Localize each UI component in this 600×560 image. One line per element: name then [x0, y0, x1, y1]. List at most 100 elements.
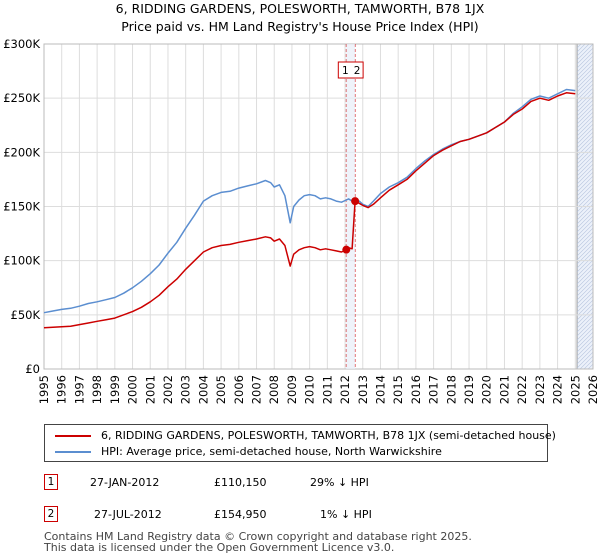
transaction-price: £110,150	[214, 476, 267, 489]
forecast-hatch	[577, 171, 593, 189]
forecast-hatch	[577, 267, 593, 285]
forecast-hatch	[577, 131, 593, 149]
forecast-hatch	[577, 83, 593, 101]
transaction-date: 27-JAN-2012	[90, 476, 160, 489]
forecast-hatch	[577, 319, 593, 337]
marker-label-box	[337, 61, 364, 79]
forecast-hatch	[577, 179, 593, 197]
forecast-hatch	[577, 44, 582, 49]
x-tick-label: 2003	[179, 375, 193, 404]
x-tick-label: 1997	[72, 375, 86, 404]
footer-license: This data is licensed under the Open Gov…	[44, 541, 395, 554]
forecast-hatch	[577, 331, 593, 349]
sale-point	[342, 245, 351, 254]
legend-label-hpi: HPI: Average price, semi-detached house,…	[101, 445, 442, 458]
x-tick-label: 2005	[214, 375, 228, 404]
forecast-hatch	[577, 123, 593, 141]
marker-label: 2	[354, 65, 361, 77]
legend-swatch-hpi	[55, 451, 91, 453]
forecast-hatch	[577, 95, 593, 113]
forecast-hatch	[577, 291, 593, 309]
forecast-hatch	[577, 107, 593, 125]
forecast-hatch	[577, 163, 593, 181]
chart-title-line2: Price paid vs. HM Land Registry's House …	[121, 19, 479, 34]
x-tick-label: 2011	[320, 375, 334, 404]
chart-title-line1: 6, RIDDING GARDENS, POLESWORTH, TAMWORTH…	[115, 1, 485, 16]
forecast-hatch	[577, 187, 593, 205]
forecast-hatch	[577, 231, 593, 249]
forecast-hatch	[577, 103, 593, 121]
marker-label: 1	[342, 65, 349, 77]
x-tick-label: 2012	[338, 375, 352, 404]
x-tick-label: 1999	[108, 375, 122, 404]
x-tick-label: 2024	[551, 375, 565, 404]
forecast-hatch	[577, 211, 593, 229]
forecast-hatch	[577, 259, 593, 277]
x-tick-label: 2002	[161, 375, 175, 404]
x-tick-label: 2022	[515, 375, 529, 404]
series-line-property	[43, 92, 576, 329]
forecast-hatch	[577, 44, 590, 57]
legend: 6, RIDDING GARDENS, POLESWORTH, TAMWORTH…	[44, 424, 556, 462]
forecast-hatch	[577, 115, 593, 133]
forecast-hatch	[577, 239, 593, 257]
forecast-hatch	[577, 87, 593, 105]
legend-label-property: 6, RIDDING GARDENS, POLESWORTH, TAMWORTH…	[101, 429, 556, 442]
forecast-hatch	[577, 287, 593, 305]
x-tick-label: 2013	[356, 375, 370, 404]
x-tick-label: 2016	[409, 375, 423, 404]
y-tick-label: £150K	[3, 200, 40, 214]
x-tick-label: 2007	[250, 375, 264, 404]
forecast-hatch	[577, 347, 593, 365]
y-tick-label: £300K	[3, 37, 40, 51]
x-tick-label: 2000	[126, 375, 140, 404]
forecast-hatch	[577, 343, 593, 361]
x-tick-label: 2014	[373, 375, 387, 404]
forecast-hatch	[577, 199, 593, 217]
forecast-hatch	[577, 251, 593, 269]
transaction-badge: 1	[44, 474, 58, 490]
forecast-hatch	[577, 295, 593, 313]
forecast-hatch	[577, 207, 593, 225]
forecast-hatch	[577, 91, 593, 109]
forecast-hatch	[577, 219, 593, 237]
transaction-badge: 2	[44, 506, 58, 522]
forecast-hatch	[577, 159, 593, 177]
forecast-hatch	[577, 135, 593, 153]
forecast-hatch	[577, 111, 593, 129]
forecast-hatch	[583, 359, 593, 369]
forecast-hatch	[577, 47, 593, 65]
forecast-hatch	[577, 151, 593, 169]
forecast-hatch	[577, 227, 593, 245]
x-tick-label: 2001	[143, 375, 157, 404]
forecast-hatch	[577, 63, 593, 81]
forecast-hatch	[577, 283, 593, 301]
forecast-hatch	[577, 67, 593, 85]
x-tick-label: 2010	[303, 375, 317, 404]
forecast-hatch	[577, 327, 593, 345]
x-tick-label: 2009	[285, 375, 299, 404]
sale-point	[351, 197, 360, 206]
forecast-hatch	[577, 235, 593, 253]
forecast-hatch	[577, 44, 578, 45]
forecast-hatch	[577, 299, 593, 317]
forecast-hatch	[577, 167, 593, 185]
forecast-hatch	[587, 363, 593, 369]
forecast-hatch	[577, 243, 593, 261]
forecast-hatch	[577, 55, 593, 73]
forecast-hatch	[577, 155, 593, 173]
y-tick-label: £200K	[3, 145, 40, 159]
x-tick-label: 2020	[480, 375, 494, 404]
forecast-hatch	[577, 51, 593, 69]
y-tick-label: £100K	[3, 254, 40, 268]
forecast-hatch	[577, 307, 593, 325]
forecast-hatch	[577, 183, 593, 201]
forecast-hatch	[577, 303, 593, 321]
y-tick-label: £0	[25, 362, 40, 376]
marker-band	[346, 44, 356, 369]
forecast-hatch	[577, 147, 593, 165]
forecast-hatch	[577, 44, 593, 61]
forecast-hatch	[577, 75, 593, 93]
footer-copyright: Contains HM Land Registry data © Crown c…	[44, 530, 472, 543]
